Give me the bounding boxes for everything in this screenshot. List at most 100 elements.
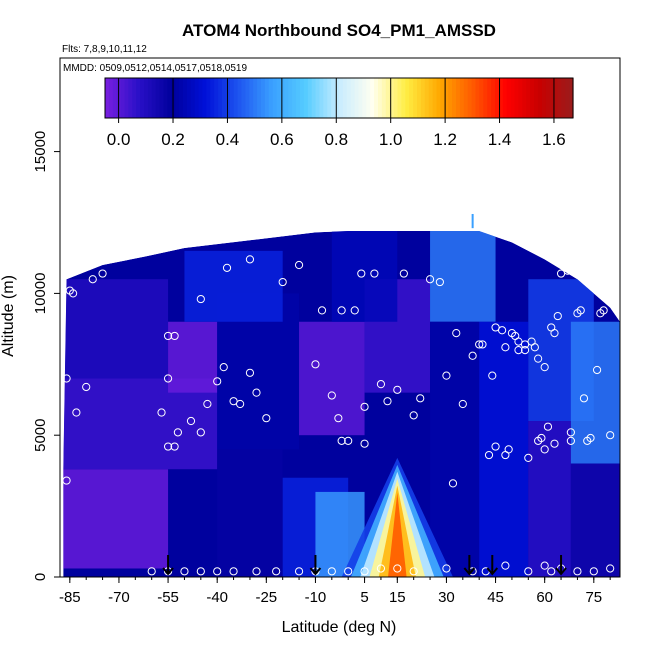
- sample-point: [540, 445, 549, 454]
- colorbar-segment: [565, 78, 570, 118]
- colorbar-segment: [303, 78, 309, 118]
- sample-point: [370, 269, 379, 278]
- colorbar-segment: [124, 78, 129, 118]
- sample-point: [147, 567, 156, 576]
- sample-point: [501, 343, 510, 352]
- colorbar-segment: [342, 78, 348, 118]
- colorbar-segment: [261, 78, 266, 118]
- colorbar-segment: [479, 78, 484, 118]
- sample-point: [357, 269, 366, 278]
- axes: -85 -70 -55 -40 -25 -10 5 15 30 45 60 75 0 5000 10000 1…: [32, 131, 611, 606]
- sample-point: [344, 436, 353, 445]
- sample-point: [337, 306, 346, 315]
- y-tick-label: 5000: [32, 419, 49, 452]
- sample-point: [442, 564, 451, 573]
- colorbar-segment: [420, 78, 426, 118]
- colorbar-segment: [553, 78, 558, 118]
- colorbar-segment: [483, 78, 488, 118]
- colorbar-segment: [105, 78, 110, 118]
- colorbar-segment: [296, 78, 301, 118]
- colorbar-segment: [276, 78, 282, 118]
- colorbar-segment: [432, 78, 438, 118]
- sample-point: [589, 567, 598, 576]
- sample-point: [350, 306, 359, 315]
- y-tick-label: 15000: [32, 131, 49, 173]
- colorbar-segment: [218, 78, 223, 118]
- flight-arrows: [162, 555, 567, 576]
- sample-point: [317, 306, 327, 315]
- heatmap-cell: [528, 421, 571, 577]
- sample-point: [475, 340, 484, 349]
- colorbar-segment: [467, 78, 473, 118]
- sample-point: [68, 289, 78, 298]
- colorbar-segment: [284, 78, 289, 118]
- colorbar-segment: [534, 78, 539, 118]
- sample-point: [327, 391, 336, 400]
- heatmap-cell: [430, 321, 480, 577]
- colorbar-segment: [311, 78, 317, 118]
- colorbar-segment: [370, 78, 375, 118]
- sample-point: [278, 277, 287, 287]
- colorbar-segment: [393, 78, 399, 118]
- heatmap-cell: [570, 321, 620, 464]
- sample-point: [592, 365, 602, 375]
- colorbar-segment: [350, 78, 356, 118]
- sample-point: [550, 328, 559, 338]
- x-tick-label: -25: [255, 589, 277, 606]
- sample-point: [376, 380, 386, 389]
- sample-point: [180, 567, 189, 576]
- sample-point: [294, 567, 304, 576]
- colorbar-segment: [225, 78, 231, 118]
- colorbar-segment: [413, 78, 418, 118]
- colorbar-segment: [502, 78, 508, 118]
- sample-point: [245, 368, 255, 377]
- sample-point: [196, 567, 205, 576]
- colorbar-segment: [198, 78, 204, 118]
- sample-point: [498, 326, 507, 335]
- colorbar-segment: [163, 78, 168, 118]
- colorbar-segment: [288, 78, 293, 118]
- colorbar-frame: [104, 77, 574, 119]
- colorbar-segment: [346, 78, 352, 118]
- sample-point: [491, 442, 500, 451]
- heatmap-cell: [299, 321, 365, 436]
- sample-point: [573, 567, 582, 576]
- colorbar-segment: [206, 78, 211, 118]
- sample-point: [399, 269, 408, 278]
- colorbar-segment: [436, 78, 441, 118]
- colorbar-segment: [549, 78, 555, 118]
- sample-point: [252, 567, 261, 576]
- colorbar-segment: [358, 78, 363, 118]
- colorbar-segment: [378, 78, 383, 118]
- x-tick-label: 45: [487, 589, 504, 606]
- colorbar-segment: [280, 78, 285, 118]
- colorbar-segment: [335, 78, 340, 118]
- colorbar-segment: [530, 78, 535, 118]
- sample-point: [478, 340, 487, 349]
- colorbar-segment: [417, 78, 422, 118]
- colorbar-segment: [222, 78, 227, 118]
- colorbar-segment: [362, 78, 367, 118]
- flight-arrow: [486, 555, 499, 576]
- sample-point: [566, 436, 575, 445]
- colorbar-segment: [339, 78, 344, 118]
- colorbar-tick-label: 1.2: [433, 130, 457, 149]
- colorbar-segment: [389, 78, 395, 118]
- sample-point: [163, 442, 173, 451]
- x-tick-label: 75: [585, 589, 602, 606]
- plot-frame: [59, 57, 621, 578]
- colorbar-segment: [475, 78, 480, 118]
- sample-point: [252, 388, 261, 397]
- sample-point: [334, 414, 343, 423]
- sample-point: [501, 561, 510, 570]
- heatmap-cell: [184, 250, 283, 322]
- heatmap-cell: [168, 321, 218, 393]
- x-tick-label: -70: [108, 589, 130, 606]
- colorbar-segment: [459, 78, 465, 118]
- colorbar-segment: [409, 78, 414, 118]
- sample-point: [606, 564, 615, 573]
- sample-point: [488, 371, 497, 380]
- colorbar-segment: [210, 78, 215, 118]
- sample-point: [62, 374, 71, 383]
